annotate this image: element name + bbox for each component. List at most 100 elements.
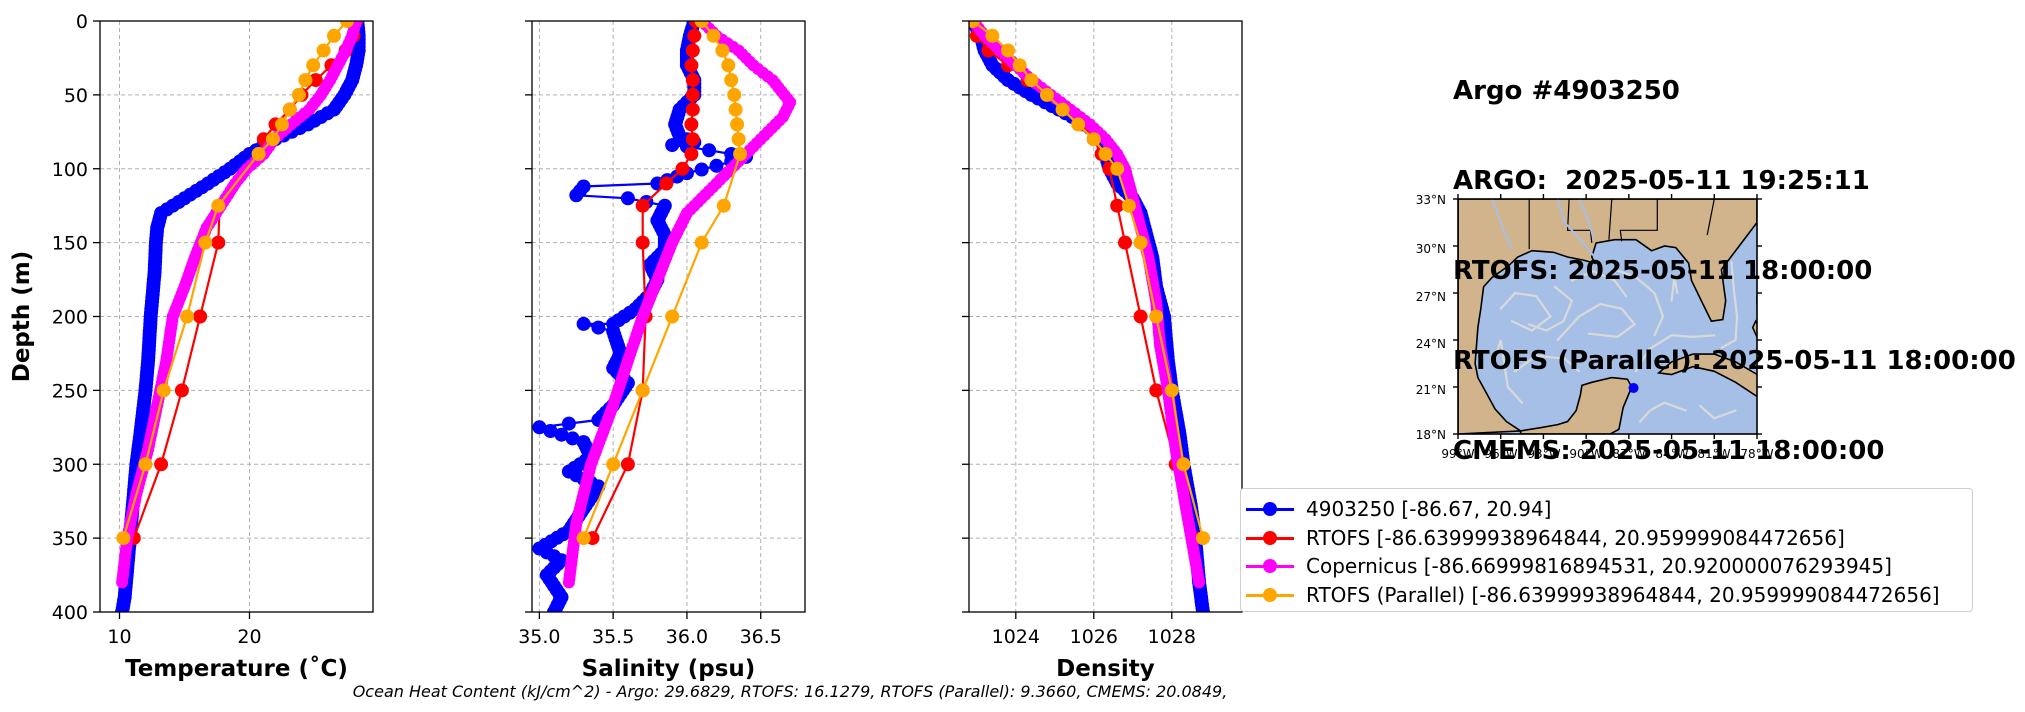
- data-point: [532, 420, 547, 435]
- data-point: [180, 309, 195, 324]
- data-point: [969, 21, 980, 28]
- map-land-mainland: [1458, 199, 1757, 434]
- data-point: [193, 309, 208, 324]
- map-river: [1578, 199, 1595, 239]
- series-line: [122, 21, 348, 539]
- data-point: [543, 424, 558, 438]
- map-lon-tick: 96°W: [1484, 447, 1517, 461]
- x-tick-label: 36.0: [666, 626, 708, 648]
- series-line: [972, 21, 1205, 539]
- profile-panel-0: 0 50 100 150 200 250 300 350 400 10 20 Temperature …: [9, 11, 374, 682]
- data-point: [709, 158, 724, 173]
- data-point: [1012, 58, 1027, 73]
- data-point: [1040, 87, 1054, 102]
- data-point: [721, 58, 736, 73]
- profile-panel-1: 35.0 35.5 36.0 36.5 Salinity (psu): [518, 20, 806, 682]
- x-axis-label: Salinity (psu): [582, 656, 756, 682]
- map-lat-tick: 21°N: [1416, 383, 1446, 397]
- legend-item-argo: 4903250 [-86.67, 20.94]: [1241, 495, 1972, 524]
- data-point: [291, 87, 306, 102]
- data-point: [684, 58, 699, 73]
- data-point: [1110, 161, 1125, 176]
- data-point: [308, 73, 323, 88]
- map-river: [1556, 199, 1596, 258]
- data-point: [282, 102, 297, 117]
- data-point: [569, 188, 584, 203]
- data-point: [684, 117, 699, 132]
- map-lon-tick: 81°W: [1697, 447, 1730, 461]
- data-point: [1098, 147, 1113, 161]
- map-current-streamline: [1499, 291, 1553, 332]
- data-point: [727, 87, 742, 102]
- data-point: [1164, 383, 1179, 398]
- legend-item-rtofs-parallel: RTOFS (Parallel) [-86.63999938964844, 20…: [1241, 581, 1972, 610]
- map-current-streamline: [1570, 269, 1628, 298]
- legend-label: RTOFS [-86.63999938964844, 20.9599990844…: [1306, 525, 1845, 550]
- data-point: [1149, 383, 1164, 398]
- map-current-streamline: [1556, 302, 1637, 342]
- map-current-streamline: [1528, 285, 1574, 332]
- data-point: [1133, 309, 1148, 324]
- data-point: [265, 132, 280, 147]
- series-line: [582, 21, 742, 539]
- data-point: [565, 431, 580, 446]
- x-tick-label: 1028: [1148, 626, 1196, 648]
- x-tick-label: 35.5: [592, 626, 634, 648]
- title-line-cmems-time: CMEMS: 2025-05-11 18:00:00: [1453, 436, 1885, 466]
- data-point: [1110, 198, 1125, 213]
- data-point: [198, 235, 213, 250]
- data-point: [635, 383, 650, 398]
- map-land-yucatan: [1519, 376, 1633, 434]
- map-current-streamline: [1634, 334, 1716, 373]
- data-point: [576, 316, 591, 331]
- data-point: [733, 147, 748, 161]
- data-point: [685, 102, 700, 117]
- data-point: [694, 162, 709, 177]
- map-border: [1566, 199, 1593, 243]
- data-point: [724, 73, 739, 88]
- y-tick-label: 400: [52, 602, 88, 624]
- map-land-bahamas: [1751, 319, 1757, 339]
- data-point: [685, 43, 700, 58]
- title-line-rtofs-time: RTOFS: 2025-05-11 18:00:00: [1453, 256, 1873, 286]
- data-point: [327, 28, 341, 43]
- data-point: [576, 531, 591, 546]
- data-point: [1024, 73, 1039, 88]
- data-point: [659, 176, 674, 191]
- data-point: [298, 73, 313, 88]
- map-land-cuba: [1656, 353, 1757, 398]
- data-point: [675, 161, 690, 176]
- map-lon-tick: 93°W: [1527, 447, 1560, 461]
- data-point: [706, 28, 721, 43]
- data-point: [702, 143, 717, 158]
- map-border: [1608, 199, 1613, 240]
- data-point: [694, 235, 709, 250]
- map-lat-tick: 24°N: [1416, 337, 1446, 351]
- map-border: [1619, 199, 1658, 242]
- y-tick-label: 200: [52, 307, 88, 329]
- data-point: [620, 457, 635, 472]
- data-point: [665, 309, 680, 324]
- y-tick-label: 150: [52, 233, 88, 255]
- x-tick-label: 10: [107, 626, 131, 648]
- figure-title: Argo #4903250 ARGO: 2025-05-11 19:25:11 …: [1453, 16, 2016, 496]
- data-point: [1193, 576, 1206, 589]
- y-tick-label: 300: [52, 454, 88, 476]
- data-point: [174, 383, 189, 398]
- data-point: [685, 132, 700, 147]
- data-point: [635, 235, 650, 250]
- data-point: [275, 117, 289, 132]
- map-current-streamline: [1720, 260, 1739, 349]
- data-point: [685, 73, 700, 88]
- data-point: [1086, 132, 1101, 147]
- data-point: [1196, 605, 1210, 612]
- data-point: [1149, 309, 1164, 324]
- data-point: [251, 147, 266, 161]
- map-river: [1491, 199, 1514, 250]
- map-lat-tick: 18°N: [1416, 428, 1446, 442]
- map-lon-tick: 84°W: [1655, 447, 1688, 461]
- data-point: [728, 102, 743, 117]
- map-lon-tick: 78°W: [1740, 447, 1773, 461]
- map-current-streamline: [1670, 277, 1679, 302]
